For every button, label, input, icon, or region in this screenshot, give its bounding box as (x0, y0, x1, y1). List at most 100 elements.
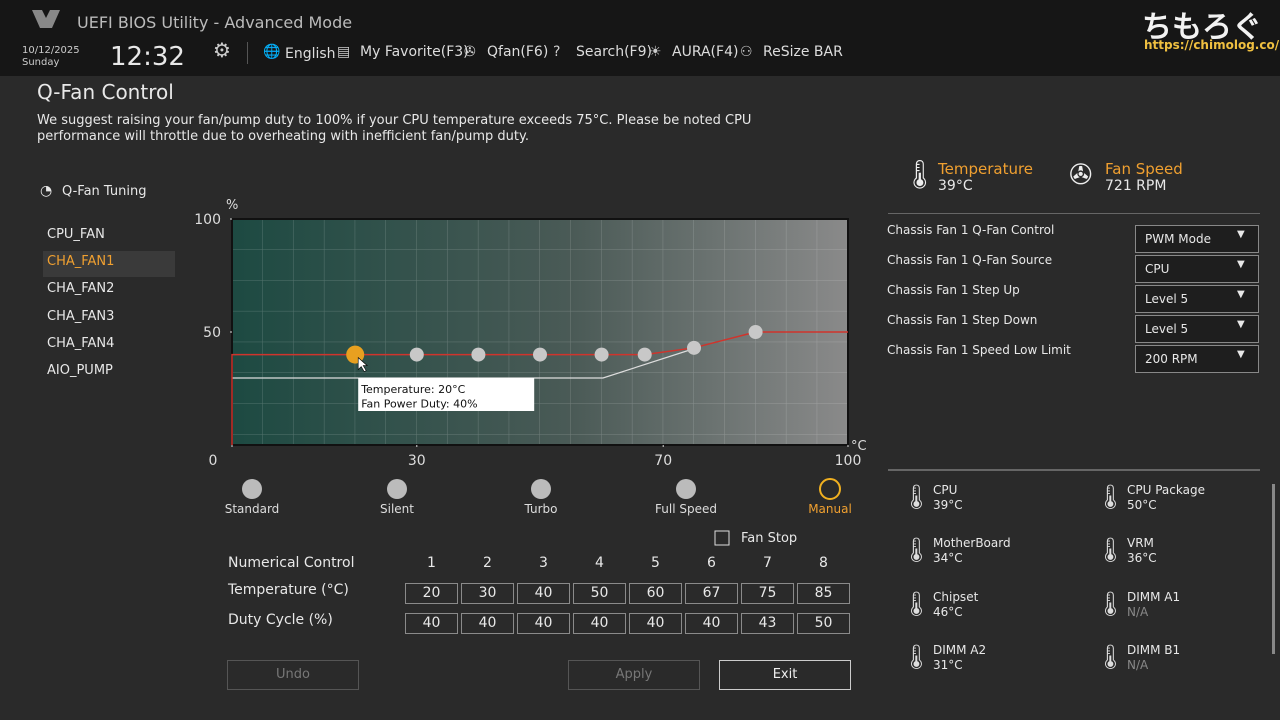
fan-item[interactable]: CPU_FAN (47, 227, 105, 242)
fan-stop-checkbox[interactable] (714, 530, 730, 546)
button[interactable]: Exit (719, 660, 851, 690)
setting-dropdown[interactable]: 200 RPM (1135, 345, 1259, 373)
sensor-value: 50°C (1127, 498, 1157, 512)
tuning-icon: ◔ (40, 183, 53, 199)
setting-label: Chassis Fan 1 Q-Fan Control (887, 223, 1055, 237)
page-title: Q-Fan Control (37, 80, 174, 104)
sensor-icon: 🌡 (901, 483, 932, 511)
sensor-value: 34°C (933, 551, 963, 566)
button[interactable]: Undo (227, 660, 359, 690)
menu-item[interactable]: English (285, 46, 336, 62)
sensor-name: VRM (1127, 536, 1154, 551)
menu-item[interactable]: Qfan(F6) (487, 44, 549, 60)
cell[interactable]: 50 (797, 613, 850, 634)
x-tick-label: 100 (835, 453, 862, 469)
curve-point[interactable] (594, 347, 609, 362)
preset-label: Silent (380, 502, 414, 516)
fan-curve (355, 331, 756, 356)
cell[interactable]: 75 (741, 583, 794, 604)
cell[interactable]: 40 (685, 613, 738, 634)
sensor-name: CPU (933, 483, 958, 497)
setting-dropdown[interactable]: CPU (1135, 255, 1259, 283)
menu-item[interactable]: Search(F9) (576, 44, 652, 60)
x-tick-label: 0 (209, 453, 218, 469)
sensor-value: 36°C (1127, 551, 1157, 566)
sensor-name: DIMM A2 (933, 642, 987, 657)
curve-point[interactable] (471, 347, 486, 362)
sensor-value: N/A (1127, 657, 1149, 672)
clock: 12:32 (110, 42, 185, 72)
status-label: Fan Speed (1105, 160, 1183, 178)
setting-label: Chassis Fan 1 Step Down (887, 313, 1038, 327)
cell[interactable]: 85 (797, 583, 850, 604)
preset-knob[interactable] (531, 479, 551, 499)
sidebar-heading: Q-Fan Tuning (62, 184, 147, 199)
status-label: Temperature (938, 160, 1034, 178)
menu-item[interactable]: My Favorite(F3) (360, 44, 469, 60)
setting-label: Chassis Fan 1 Step Up (887, 283, 1020, 297)
curve-point[interactable] (748, 325, 763, 339)
status-icon: ✇ (1069, 158, 1093, 191)
fan-item[interactable]: CHA_FAN4 (47, 335, 115, 351)
sensor-icon: 🌡 (1095, 536, 1126, 565)
sensor-icon: 🌡 (1095, 483, 1126, 511)
cell[interactable]: 67 (685, 583, 738, 604)
tooltip (358, 378, 535, 411)
setting-dropdown[interactable]: PWM Mode (1135, 225, 1259, 253)
settings-icon[interactable]: ⚙ (213, 38, 231, 62)
curve-point[interactable] (533, 347, 547, 362)
preset-knob[interactable] (819, 478, 841, 500)
fan-item[interactable]: AIO_PUMP (47, 363, 113, 378)
cell[interactable]: 20 (405, 583, 458, 604)
preset-label: Full Speed (655, 502, 717, 516)
preset-knob[interactable] (676, 479, 696, 499)
cell[interactable]: 40 (461, 613, 514, 634)
cell[interactable]: 50 (573, 583, 626, 604)
setting-dropdown[interactable]: Level 5 (1135, 285, 1259, 313)
curve-edge (231, 331, 848, 445)
sensor-value: 31°C (933, 657, 963, 672)
date: 10/12/2025 (22, 45, 80, 56)
menu-icon: ? (553, 44, 561, 60)
cell[interactable]: 40 (573, 613, 626, 634)
fan-item[interactable]: CHA_FAN3 (47, 308, 115, 324)
sensor-value: N/A (1127, 604, 1149, 619)
watermark-url: https://chimolog.co/ (1144, 38, 1280, 52)
day: Sunday (22, 57, 60, 68)
sensor-icon: 🌡 (901, 642, 932, 671)
notice: We suggest raising your fan/pump duty to… (37, 113, 752, 144)
curve-point[interactable] (637, 347, 652, 362)
preset-knob[interactable] (242, 479, 262, 499)
cell[interactable]: 40 (405, 613, 458, 634)
cell[interactable]: 40 (629, 613, 682, 634)
dropdown-arrow: ▼ (1237, 319, 1245, 330)
sensor-icon: 🌡 (1095, 589, 1126, 618)
menu-icon: ▤ (337, 44, 351, 60)
sensor-name: DIMM B1 (1127, 642, 1181, 657)
column-number: 8 (819, 555, 828, 571)
x-tick-label: 70 (654, 453, 672, 469)
actual-curve (232, 347, 697, 379)
menu-item[interactable]: AURA(F4) (672, 44, 739, 60)
fan-item[interactable]: CHA_FAN1 (47, 254, 115, 270)
menu-icon: ⚇ (740, 44, 753, 60)
setting-dropdown[interactable]: Level 5 (1135, 315, 1259, 343)
button[interactable]: Apply (568, 660, 700, 690)
cell[interactable]: 60 (629, 583, 682, 604)
preset-knob[interactable] (387, 479, 407, 499)
sensor-icon: 🌡 (901, 589, 932, 618)
cell[interactable]: 40 (517, 583, 570, 604)
cell[interactable]: 30 (461, 583, 514, 604)
curve-point[interactable] (687, 340, 701, 355)
tooltip-text: Temperature: 20°C (360, 383, 465, 396)
cell[interactable]: 40 (517, 613, 570, 634)
menu-item[interactable]: ReSize BAR (763, 44, 843, 60)
fan-item[interactable]: CHA_FAN2 (47, 281, 115, 297)
cell[interactable]: 43 (741, 613, 794, 634)
y-tick-label: 100 (194, 212, 221, 228)
column-number: 6 (707, 555, 716, 571)
curve-point[interactable] (409, 347, 424, 362)
sensor-value: 46°C (933, 604, 963, 619)
